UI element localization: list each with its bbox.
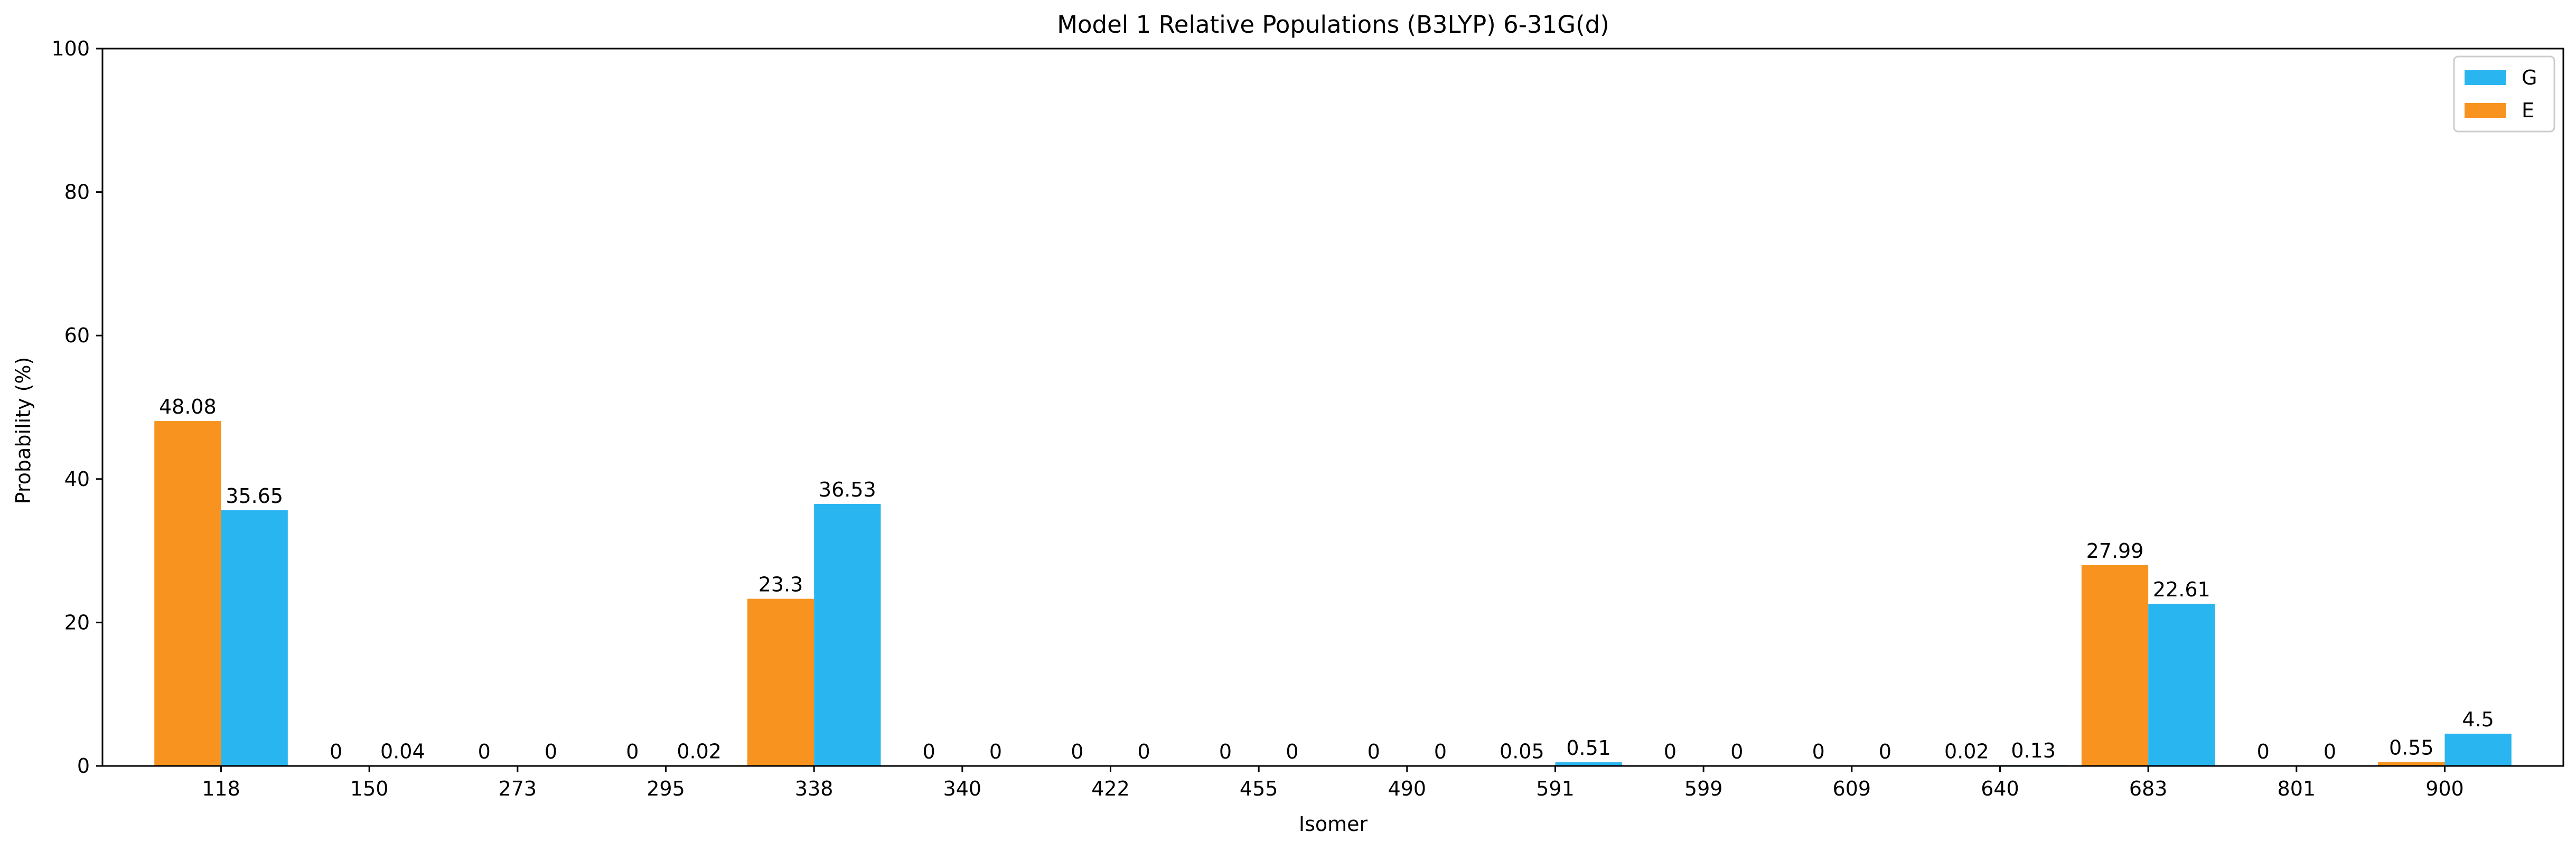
legend-swatch-E xyxy=(2465,103,2506,118)
x-tick-label: 490 xyxy=(1388,777,1427,800)
bars-layer xyxy=(154,421,2512,766)
y-tick-label: 40 xyxy=(64,467,90,491)
bar-G-683 xyxy=(2148,603,2215,766)
bar-G-591 xyxy=(1555,762,1622,766)
x-tick-label: 340 xyxy=(943,777,982,800)
legend-label-G: G xyxy=(2522,66,2537,89)
legend-label-E: E xyxy=(2522,99,2534,122)
bar-E-683 xyxy=(2081,565,2149,766)
x-tick-label: 683 xyxy=(2129,777,2168,800)
data-label-G-295: 0.02 xyxy=(677,740,722,763)
bar-E-118 xyxy=(154,421,221,766)
data-labels-layer: 48.08 0 0 0 23.3 0 0 0 0 0.05 0 0 0.02 27.99 0 0.55 35.6… xyxy=(159,395,2494,763)
y-tick-label: 100 xyxy=(51,37,90,60)
x-tick-label: 150 xyxy=(350,777,389,800)
data-label-E-801: 0 xyxy=(2257,740,2270,763)
y-tick-label: 60 xyxy=(64,324,90,347)
data-label-G-599: 0 xyxy=(1730,740,1743,763)
data-label-E-150: 0 xyxy=(330,740,342,763)
data-label-G-640: 0.13 xyxy=(2011,739,2056,762)
bar-E-338 xyxy=(747,598,814,766)
data-label-G-273: 0 xyxy=(545,740,557,763)
x-tick-label: 455 xyxy=(1240,777,1278,800)
data-label-E-900: 0.55 xyxy=(2389,736,2434,760)
x-tick-label: 338 xyxy=(795,777,833,800)
x-tick-label: 591 xyxy=(1536,777,1575,800)
data-label-E-591: 0.05 xyxy=(1500,740,1544,763)
data-label-G-338: 36.53 xyxy=(819,478,876,501)
y-tick-label: 80 xyxy=(64,181,90,204)
y-tick-label: 0 xyxy=(77,754,90,778)
data-label-E-599: 0 xyxy=(1664,740,1676,763)
data-label-G-340: 0 xyxy=(989,740,1002,763)
x-tick-label: 640 xyxy=(1981,777,2019,800)
bar-G-118 xyxy=(221,510,288,766)
x-tick-label: 900 xyxy=(2425,777,2464,800)
data-label-G-150: 0.04 xyxy=(380,740,425,763)
plot-frame xyxy=(101,48,2564,767)
data-label-G-455: 0 xyxy=(1286,740,1298,763)
bar-E-900 xyxy=(2378,762,2445,766)
x-tick-label: 422 xyxy=(1091,777,1130,800)
data-label-E-609: 0 xyxy=(1812,740,1825,763)
data-label-E-683: 27.99 xyxy=(2086,539,2144,563)
data-label-G-683: 22.61 xyxy=(2153,578,2210,601)
legend-box xyxy=(2453,55,2555,133)
data-label-G-490: 0 xyxy=(1434,740,1447,763)
data-label-G-801: 0 xyxy=(2324,740,2336,763)
data-label-E-422: 0 xyxy=(1071,740,1083,763)
data-label-E-640: 0.02 xyxy=(1944,740,1989,763)
data-label-E-295: 0 xyxy=(626,740,639,763)
x-tick-label: 609 xyxy=(1833,777,1871,800)
data-label-G-591: 0.51 xyxy=(1566,736,1611,760)
x-tick-label: 273 xyxy=(499,777,537,800)
bar-G-338 xyxy=(814,503,881,766)
x-tick-label: 118 xyxy=(202,777,240,800)
x-tick-label: 295 xyxy=(647,777,685,800)
data-label-E-340: 0 xyxy=(923,740,935,763)
data-label-E-490: 0 xyxy=(1367,740,1380,763)
legend: GE xyxy=(2453,55,2555,133)
x-axis-label: Isomer xyxy=(1299,812,1368,836)
data-label-G-422: 0 xyxy=(1138,740,1150,763)
data-label-E-118: 48.08 xyxy=(159,395,217,418)
data-label-G-900: 4.5 xyxy=(2462,708,2494,731)
bar-G-900 xyxy=(2444,733,2512,766)
data-label-E-455: 0 xyxy=(1219,740,1232,763)
x-tick-label: 801 xyxy=(2278,777,2316,800)
data-label-G-118: 35.65 xyxy=(226,484,283,508)
data-label-E-338: 23.3 xyxy=(758,573,803,596)
legend-swatch-G xyxy=(2465,70,2506,85)
y-axis-label: Probability (%) xyxy=(12,357,35,504)
x-tick-label: 599 xyxy=(1684,777,1723,800)
y-tick-label: 20 xyxy=(64,611,90,634)
chart-title: Model 1 Relative Populations (B3LYP) 6-3… xyxy=(1057,11,1609,39)
data-label-G-609: 0 xyxy=(1879,740,1891,763)
data-label-E-273: 0 xyxy=(478,740,491,763)
